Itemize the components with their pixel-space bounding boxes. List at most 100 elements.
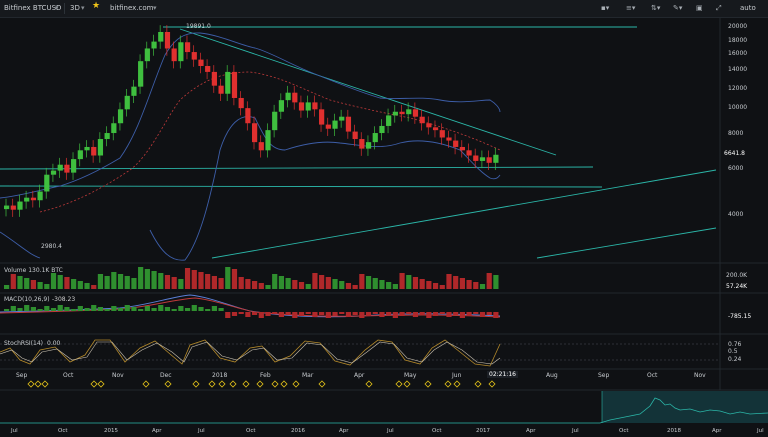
pen-icon[interactable]: ✎▾: [673, 4, 683, 12]
event-diamond-marker[interactable]: [292, 380, 300, 388]
timeframe-dropdown-icon[interactable]: ▾: [81, 4, 85, 12]
event-diamond-marker[interactable]: [256, 380, 264, 388]
navigator-axis-label: 2016: [291, 428, 305, 434]
event-markers[interactable]: [27, 380, 496, 388]
volume-bar: [97, 274, 104, 289]
symbol-dropdown-icon[interactable]: ▾: [55, 4, 59, 12]
volume-bar: [312, 273, 318, 289]
volume-bar: [84, 283, 90, 289]
event-diamond-marker[interactable]: [318, 380, 326, 388]
volume-bar: [117, 274, 124, 289]
event-diamond-marker[interactable]: [142, 380, 150, 388]
candle: [4, 205, 10, 210]
volume-bar: [158, 273, 164, 289]
event-diamond-marker[interactable]: [242, 380, 250, 388]
macd-histogram-bar: [238, 312, 244, 314]
macd-histogram-bar: [486, 312, 492, 315]
event-diamond-marker[interactable]: [271, 380, 279, 388]
event-diamond-marker[interactable]: [280, 380, 288, 388]
volume-bar: [298, 282, 305, 289]
volume-bar: [265, 285, 271, 289]
event-diamond-marker[interactable]: [192, 380, 200, 388]
navigator-axis-label: Jul: [757, 428, 764, 434]
volume-bar: [319, 275, 325, 289]
volume-bar: [432, 283, 439, 289]
candle: [205, 66, 211, 72]
candle: [272, 111, 278, 131]
macd-histogram-bar: [117, 308, 124, 311]
macd-histogram-bar: [225, 312, 231, 318]
event-diamond-marker[interactable]: [229, 380, 237, 388]
star-icon[interactable]: ★: [92, 1, 101, 11]
candle: [292, 92, 298, 103]
event-diamond-marker[interactable]: [218, 380, 226, 388]
event-diamond-marker[interactable]: [474, 380, 482, 388]
event-diamond-marker[interactable]: [208, 380, 216, 388]
price-axis-label: 4000: [728, 211, 744, 218]
time-axis-label: Nov: [694, 372, 706, 379]
macd-histogram-bar: [245, 312, 251, 317]
symbol-label[interactable]: Bitfinex BTCUSD: [4, 4, 62, 12]
candle: [138, 61, 144, 87]
volume-bar: [486, 273, 492, 289]
fullscreen-icon[interactable]: ⤢: [716, 4, 722, 12]
stochrsi-pane: [0, 339, 720, 367]
candle: [225, 71, 231, 94]
event-diamond-marker[interactable]: [424, 380, 432, 388]
candle: [278, 100, 285, 112]
event-diamond-marker[interactable]: [41, 380, 49, 388]
candle: [184, 42, 191, 53]
navigator[interactable]: [0, 391, 768, 424]
event-diamond-marker[interactable]: [395, 380, 403, 388]
volume-bar: [466, 280, 472, 289]
indicators-icon[interactable]: ⇅▾: [651, 4, 661, 12]
candle: [144, 48, 150, 62]
candle-type-icon[interactable]: ▪▾: [601, 4, 610, 12]
event-diamond-marker[interactable]: [488, 380, 496, 388]
navigator-axis-label: Oct: [432, 428, 442, 434]
event-diamond-marker[interactable]: [164, 380, 172, 388]
candle: [164, 31, 171, 49]
candle: [473, 155, 479, 161]
volume-bar: [198, 272, 204, 289]
volume-bar: [225, 267, 231, 289]
volume-bar: [71, 279, 77, 289]
drawing-lines-icon[interactable]: ≡▾: [626, 4, 636, 12]
volume-bar: [191, 270, 197, 289]
time-axis-label: Apr: [354, 372, 365, 379]
candle: [352, 131, 358, 140]
event-diamond-marker[interactable]: [27, 380, 35, 388]
volume-bar: [245, 279, 251, 289]
candle: [111, 123, 117, 134]
event-diamond-marker[interactable]: [97, 380, 105, 388]
volume-bar: [57, 275, 63, 289]
time-axis-label: Dec: [160, 372, 172, 379]
camera-icon[interactable]: ▣: [696, 4, 703, 12]
auto-scale-button[interactable]: auto: [740, 4, 756, 12]
macd-histogram-bar: [479, 312, 486, 317]
event-diamond-marker[interactable]: [403, 380, 411, 388]
site-dropdown-icon[interactable]: ▾: [153, 4, 157, 12]
event-diamond-marker[interactable]: [90, 380, 98, 388]
volume-bar: [392, 284, 398, 289]
macd-histogram-bar: [10, 306, 16, 311]
volume-bar: [426, 281, 432, 289]
volume-bar: [453, 276, 459, 289]
event-diamond-marker[interactable]: [453, 380, 461, 388]
candle: [432, 127, 439, 131]
volume-bar: [24, 278, 30, 289]
event-diamond-marker[interactable]: [34, 380, 42, 388]
macd-histogram-bar: [272, 312, 278, 314]
time-axis-label: Mar: [302, 372, 314, 379]
volume-bar: [278, 276, 285, 289]
macd-histogram-bar: [17, 308, 23, 311]
macd-histogram-bar: [392, 312, 398, 318]
macd-histogram-bar: [453, 312, 459, 315]
event-diamond-marker[interactable]: [365, 380, 373, 388]
trend-lines[interactable]: [0, 26, 717, 259]
macd-histogram-bar: [432, 312, 439, 316]
event-diamond-marker[interactable]: [444, 380, 452, 388]
timeframe-selector[interactable]: 3D: [70, 4, 80, 12]
macd-histogram-bar: [4, 309, 10, 311]
